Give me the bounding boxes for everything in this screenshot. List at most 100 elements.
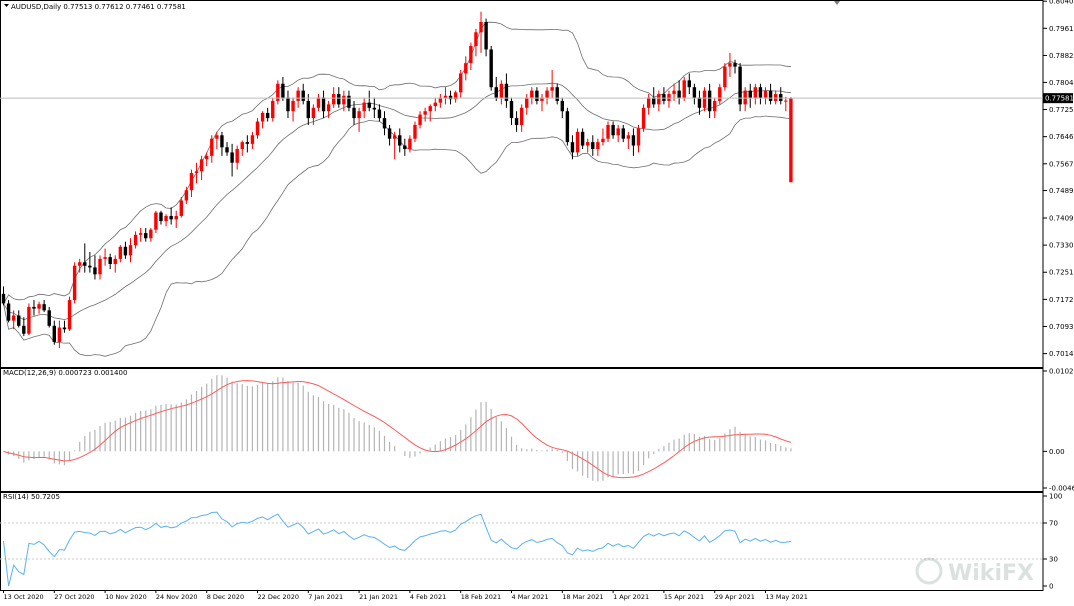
price-tick-label: 0.79615: [1049, 25, 1074, 33]
candle-body: [255, 121, 260, 136]
candle-body: [616, 128, 620, 136]
candle-body: [423, 111, 427, 115]
candle-body: [205, 155, 209, 160]
candle-body: [723, 66, 727, 88]
rsi-tick-label: 100: [1049, 493, 1062, 501]
candle-body: [321, 97, 326, 112]
candle-body: [545, 90, 549, 98]
candle-body: [626, 135, 631, 139]
candle-body: [138, 233, 143, 235]
candle-body: [103, 257, 107, 259]
candle-body: [738, 66, 742, 105]
candle-body: [367, 102, 371, 108]
time-tick-label: 1 Apr 2021: [613, 593, 649, 601]
candle-body: [758, 87, 763, 98]
candle-body: [144, 233, 148, 239]
candle-body: [286, 97, 290, 112]
chart-shift-marker-icon[interactable]: [834, 1, 840, 5]
candle-body: [464, 63, 468, 74]
candle-body: [179, 200, 183, 216]
macd-tick-label: -0.004677: [1049, 485, 1074, 493]
candle-body: [494, 87, 498, 98]
candle-body: [580, 131, 585, 146]
candle-body: [372, 107, 377, 110]
time-tick-label: 4 Mar 2021: [512, 593, 549, 601]
price-panel[interactable]: [0, 11, 1043, 357]
candle-body: [418, 114, 422, 125]
candle-body: [352, 107, 356, 119]
macd-panel[interactable]: [3, 375, 792, 482]
candle-body: [32, 306, 36, 309]
candle-body: [342, 95, 346, 105]
candle-body: [169, 215, 173, 220]
time-tick-label: 15 Apr 2021: [664, 593, 704, 601]
candle-body: [479, 21, 483, 33]
candle-body: [281, 83, 285, 98]
candle-body: [591, 142, 595, 149]
candle-body: [164, 215, 168, 222]
candle-body: [57, 327, 62, 342]
rsi-axis: 100 70 30 0: [1043, 493, 1062, 591]
candle-body: [316, 97, 321, 108]
candle-body: [240, 142, 244, 149]
time-tick-label: 10 Nov 2020: [105, 593, 147, 601]
candle-body: [296, 90, 300, 101]
candle-body: [301, 90, 305, 101]
candle-body: [514, 118, 519, 125]
candle-body: [215, 135, 219, 139]
candle-body: [611, 124, 615, 136]
candle-body: [489, 49, 493, 88]
panel-frames: [0, 0, 1044, 591]
candle-body: [773, 94, 778, 101]
dropdown-triangle-icon[interactable]: [4, 4, 9, 7]
candle-body: [42, 304, 46, 311]
candlesticks: [1, 11, 793, 349]
candle-body: [453, 92, 458, 100]
candle-body: [779, 94, 783, 101]
candle-body: [47, 310, 51, 326]
price-panel-frame: [0, 0, 1044, 368]
time-tick-label: 27 Oct 2020: [54, 593, 94, 601]
rsi-line: [3, 511, 791, 587]
candle-body: [6, 303, 11, 321]
candle-body: [555, 87, 559, 101]
candle-body: [499, 83, 504, 98]
candle-body: [443, 95, 448, 98]
candle-body: [291, 100, 295, 112]
candle-body: [606, 124, 610, 139]
candle-body: [128, 245, 133, 256]
candle-body: [713, 100, 717, 112]
candle-body: [474, 32, 478, 47]
candle-body: [392, 135, 397, 139]
candle-body: [459, 73, 463, 93]
candle-body: [357, 111, 361, 119]
wikifx-logo-icon: [915, 557, 943, 585]
time-tick-label: 18 Feb 2021: [461, 593, 501, 601]
candle-body: [113, 258, 117, 265]
candle-body: [621, 128, 625, 139]
candle-body: [133, 234, 138, 246]
time-tick-label: 22 Dec 2020: [258, 593, 300, 601]
candle-body: [276, 83, 280, 101]
candle-body: [362, 102, 366, 112]
candle-body: [72, 265, 77, 301]
candle-body: [469, 46, 473, 64]
candle-body: [154, 212, 158, 230]
candle-body: [586, 142, 590, 146]
candle-body: [646, 97, 651, 108]
candle-body: [692, 87, 697, 98]
candle-body: [789, 98, 793, 183]
rsi-panel[interactable]: [0, 511, 1043, 587]
candle-body: [525, 97, 529, 108]
time-tick-label: 18 Mar 2021: [562, 593, 603, 601]
candle-body: [265, 112, 270, 119]
candle-body: [504, 83, 509, 101]
